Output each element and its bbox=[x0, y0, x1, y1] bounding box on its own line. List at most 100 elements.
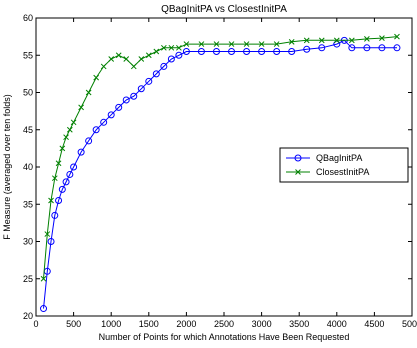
data-point bbox=[258, 48, 266, 56]
series-0 bbox=[40, 36, 401, 313]
data-point bbox=[137, 85, 145, 93]
data-point bbox=[51, 175, 58, 182]
legend-marker bbox=[294, 154, 302, 162]
data-point bbox=[130, 63, 137, 70]
data-point bbox=[153, 48, 160, 55]
data-point bbox=[273, 48, 281, 56]
legend-label: ClosestInitPA bbox=[316, 167, 369, 177]
x-tick-label: 3500 bbox=[289, 319, 309, 329]
data-point bbox=[348, 37, 355, 44]
data-point bbox=[77, 148, 85, 156]
data-point bbox=[175, 51, 183, 59]
data-point bbox=[85, 89, 92, 96]
data-point bbox=[333, 37, 340, 44]
x-tick-label: 1500 bbox=[139, 319, 159, 329]
data-point bbox=[63, 134, 69, 141]
data-point bbox=[318, 37, 325, 44]
data-point bbox=[152, 70, 160, 78]
data-point bbox=[288, 38, 295, 45]
data-point bbox=[145, 52, 152, 59]
data-point bbox=[115, 52, 122, 59]
data-point bbox=[47, 238, 55, 245]
y-tick-label: 20 bbox=[23, 311, 33, 321]
data-point bbox=[228, 41, 235, 47]
x-tick-label: 2500 bbox=[214, 319, 234, 329]
legend-label: QBagInitPA bbox=[316, 153, 362, 163]
legend-marker bbox=[295, 169, 301, 175]
data-point bbox=[55, 197, 63, 205]
data-point bbox=[58, 185, 66, 193]
data-point bbox=[70, 119, 77, 126]
x-tick-label: 2000 bbox=[176, 319, 196, 329]
data-point bbox=[66, 126, 73, 133]
data-point bbox=[115, 103, 123, 111]
data-point bbox=[55, 160, 62, 167]
data-point bbox=[145, 77, 153, 85]
data-point bbox=[66, 170, 74, 178]
data-point bbox=[123, 56, 130, 62]
data-point bbox=[243, 48, 251, 56]
data-point bbox=[228, 48, 236, 56]
data-point bbox=[303, 45, 311, 53]
data-point bbox=[40, 275, 47, 282]
data-point bbox=[213, 41, 220, 47]
data-point bbox=[348, 44, 356, 52]
data-point bbox=[85, 137, 93, 145]
data-point bbox=[48, 197, 54, 204]
y-axis-label: F Measure (averaged over ten folds) bbox=[2, 94, 12, 240]
data-point bbox=[40, 305, 48, 313]
data-point bbox=[198, 41, 205, 47]
x-tick-label: 3000 bbox=[252, 319, 272, 329]
data-point bbox=[212, 48, 220, 56]
legend: QBagInitPA ClosestInitPA bbox=[279, 147, 409, 183]
series-1 bbox=[40, 33, 400, 282]
data-point bbox=[100, 63, 107, 70]
x-tick-label: 5000 bbox=[402, 319, 417, 329]
data-point bbox=[243, 41, 250, 47]
y-tick-label: 50 bbox=[23, 88, 33, 98]
data-point bbox=[44, 231, 51, 237]
y-tick-label: 40 bbox=[23, 162, 33, 172]
data-point bbox=[393, 44, 401, 52]
data-point bbox=[379, 35, 385, 41]
data-point bbox=[318, 44, 326, 52]
data-point bbox=[78, 104, 84, 111]
y-tick-label: 45 bbox=[23, 125, 33, 135]
x-tick-label: 1000 bbox=[101, 319, 121, 329]
y-tick-label: 55 bbox=[23, 50, 33, 60]
data-point bbox=[62, 178, 70, 186]
data-point bbox=[93, 74, 100, 81]
plot-frame bbox=[35, 17, 413, 317]
data-point bbox=[130, 92, 138, 100]
data-point bbox=[108, 56, 115, 62]
data-point bbox=[160, 44, 167, 51]
data-point bbox=[160, 62, 168, 70]
data-point bbox=[100, 118, 108, 126]
legend-box bbox=[279, 147, 409, 183]
data-point bbox=[176, 44, 182, 51]
x-tick-label: 4000 bbox=[327, 319, 347, 329]
data-point bbox=[182, 48, 190, 56]
data-point bbox=[364, 36, 370, 42]
data-point bbox=[363, 44, 371, 52]
data-point bbox=[394, 33, 400, 40]
x-tick-label: 500 bbox=[66, 319, 81, 329]
data-point bbox=[51, 211, 59, 219]
data-point bbox=[378, 44, 386, 52]
data-point bbox=[333, 40, 341, 48]
data-point bbox=[168, 44, 175, 51]
data-point bbox=[288, 48, 296, 56]
axis-ticks: 0 500 1000 1500 2000 2500 3000 3500 4000 4500 5000… bbox=[23, 13, 417, 329]
data-point bbox=[303, 37, 310, 44]
data-point bbox=[122, 96, 130, 104]
x-axis-label: Number of Points for which Annotations H… bbox=[99, 332, 350, 342]
data-point bbox=[258, 41, 265, 47]
data-point bbox=[59, 145, 66, 152]
data-point bbox=[138, 56, 145, 62]
y-tick-label: 60 bbox=[23, 13, 33, 23]
data-point bbox=[197, 48, 205, 56]
y-tick-label: 25 bbox=[23, 274, 33, 284]
x-tick-label: 0 bbox=[33, 319, 38, 329]
